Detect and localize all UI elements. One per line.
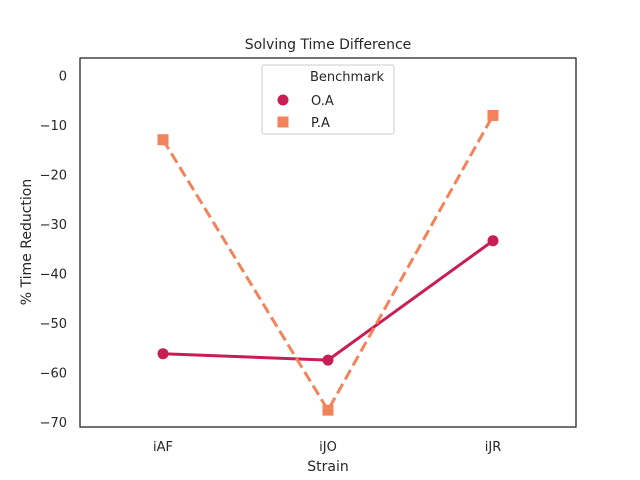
legend-title: Benchmark (310, 70, 385, 85)
data-point (487, 109, 499, 121)
legend-box (261, 64, 395, 135)
data-point (157, 134, 169, 146)
x-tick-label: iJO (319, 440, 337, 455)
data-point (157, 348, 169, 360)
x-tick-label: iJR (485, 440, 501, 455)
y-tick-labels: 0 −10 −20 −30 −40 −50 −60 −70 (40, 69, 67, 431)
data-point (322, 404, 334, 416)
data-point (487, 235, 499, 247)
legend-label: O.A (311, 94, 334, 109)
legend: Benchmark O.A P.A (261, 64, 395, 135)
chart-title: Solving Time Difference (245, 37, 412, 53)
x-tick-labels: iAF iJO iJR (153, 440, 501, 455)
legend-marker (277, 94, 289, 106)
legend-items: O.A P.A (277, 94, 334, 131)
y-axis-label: % Time Reduction (19, 179, 35, 305)
y-tick-label: −30 (40, 218, 67, 233)
legend-marker (277, 116, 289, 128)
series-layer (157, 109, 499, 416)
x-tick-label: iAF (153, 440, 173, 455)
x-axis-label: Strain (307, 459, 348, 475)
y-tick-label: −10 (40, 119, 67, 134)
series-line-pa (161, 114, 495, 412)
y-tick-label: −20 (40, 168, 67, 183)
y-tick-label: 0 (59, 69, 67, 84)
y-tick-label: −60 (40, 367, 67, 382)
y-tick-label: −40 (40, 267, 67, 282)
legend-label: P.A (311, 116, 330, 131)
y-tick-label: −50 (40, 317, 67, 332)
data-point (322, 354, 334, 366)
y-tick-label: −70 (40, 416, 67, 431)
